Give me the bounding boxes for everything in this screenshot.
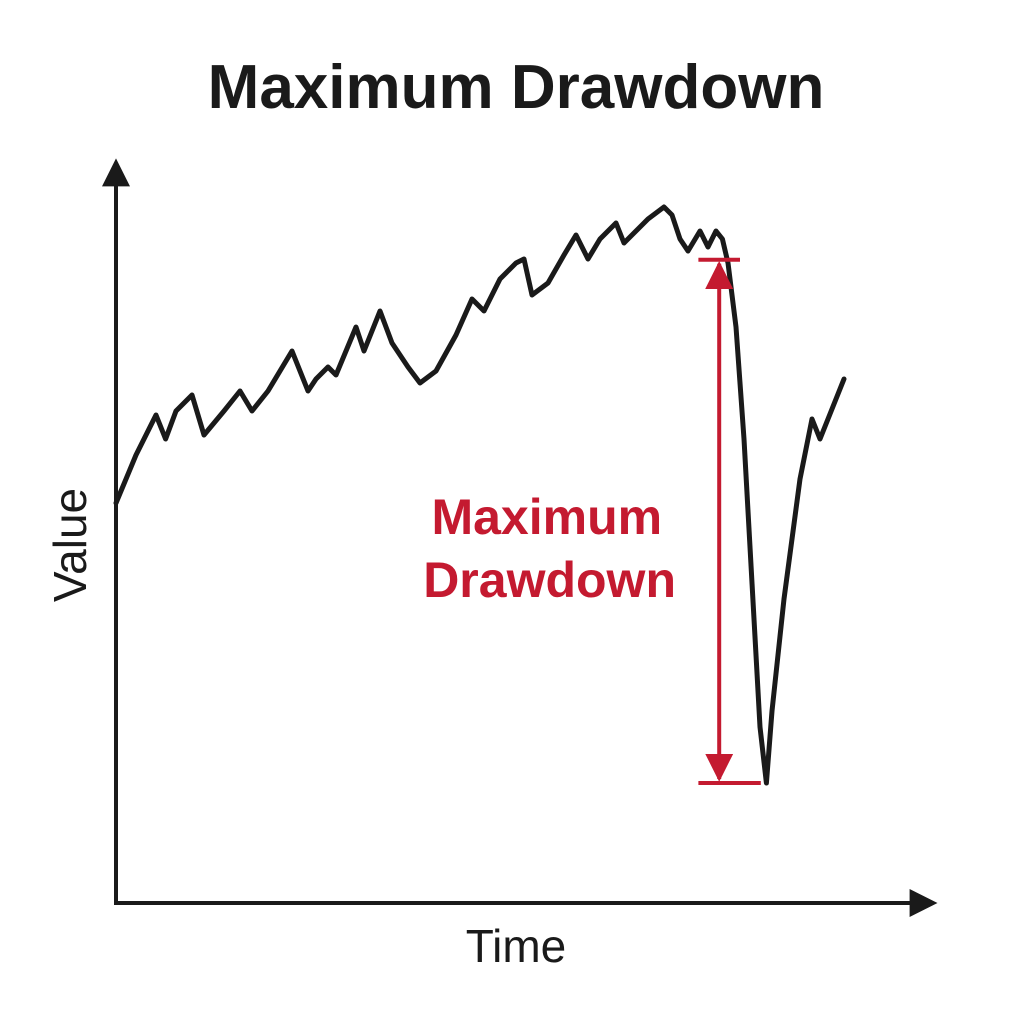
drawdown-annotation: Maximum Drawdown: [423, 257, 761, 785]
x-axis-label: Time: [466, 920, 567, 972]
y-axis-label: Value: [44, 488, 96, 602]
drawdown-label-line-1: Maximum: [431, 489, 662, 545]
value-series-line: [113, 204, 847, 786]
chart-title: Maximum Drawdown: [208, 53, 825, 122]
drawdown-label: Maximum Drawdown: [423, 489, 676, 608]
drawdown-label-line-2: Drawdown: [423, 552, 676, 608]
